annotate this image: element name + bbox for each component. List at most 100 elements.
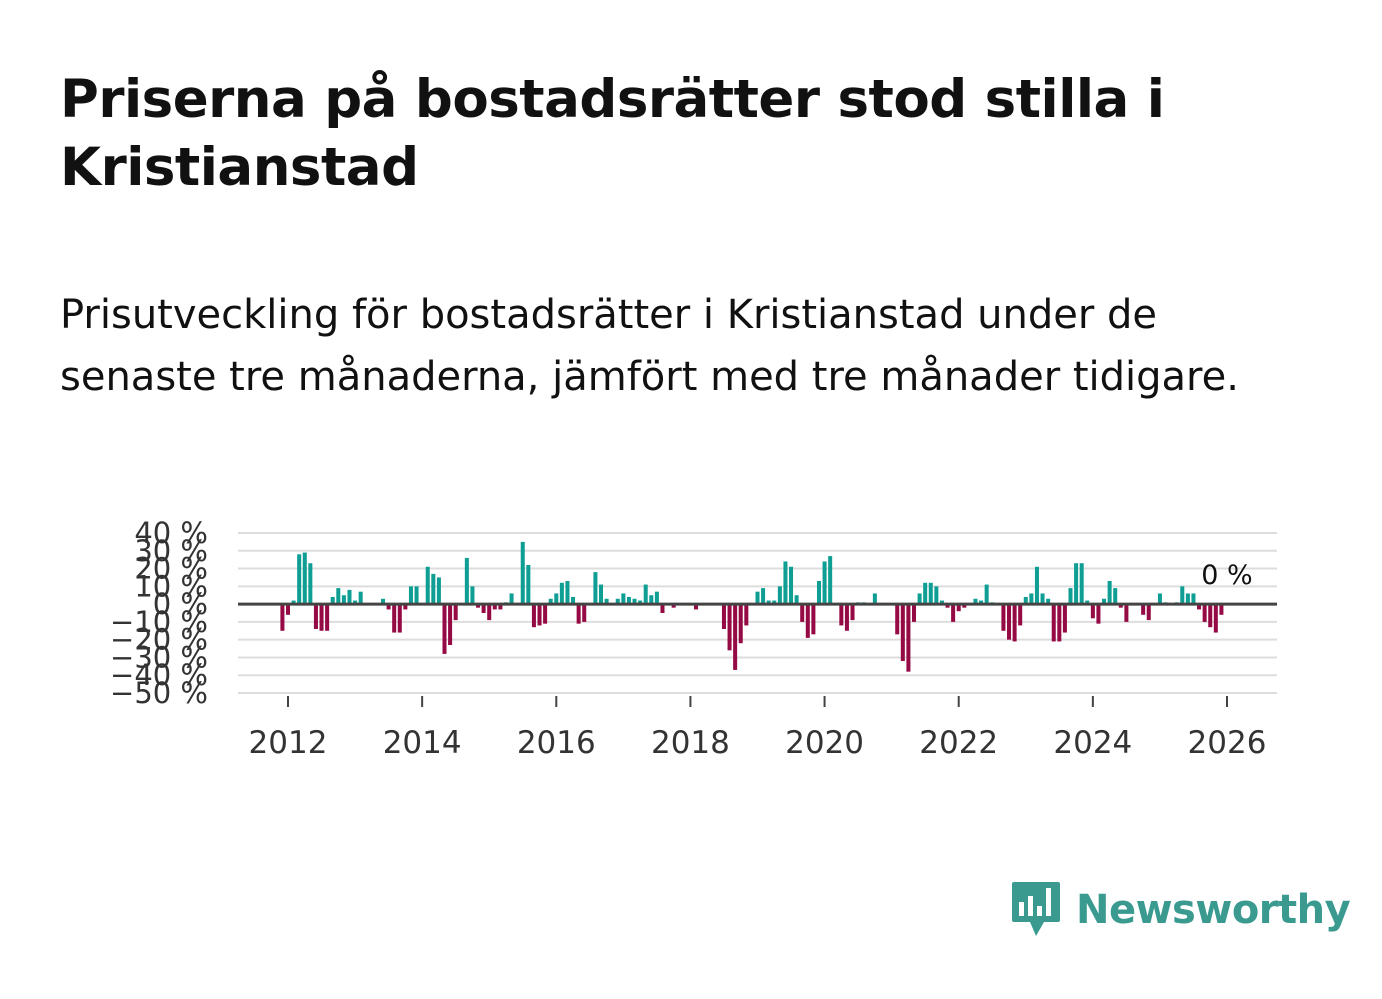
- bar: [939, 600, 944, 605]
- bar: [598, 584, 604, 605]
- bar: [414, 586, 419, 605]
- bar: [1146, 604, 1151, 621]
- bars: [280, 541, 1224, 672]
- newsworthy-logo-icon: [1012, 882, 1060, 936]
- bar: [520, 541, 525, 605]
- x-tick-label: 2018: [651, 725, 730, 761]
- bar: [766, 600, 771, 605]
- bar: [956, 604, 961, 612]
- bar: [979, 600, 984, 605]
- bar: [783, 561, 788, 605]
- bar: [554, 593, 559, 605]
- bar: [325, 604, 330, 631]
- bar: [386, 604, 391, 610]
- bar: [285, 604, 291, 615]
- y-tick-label: 0 %: [153, 587, 208, 621]
- bar: [436, 577, 441, 605]
- bar: [492, 604, 497, 610]
- bar: [638, 600, 643, 605]
- bar: [911, 604, 917, 622]
- bar: [615, 598, 620, 605]
- bar: [1074, 563, 1079, 605]
- y-tick-label: 20 %: [134, 552, 208, 586]
- bar: [822, 561, 827, 605]
- y-tick-label: −50 %: [110, 676, 208, 710]
- bar: [1107, 581, 1112, 605]
- bar: [604, 598, 609, 605]
- y-tick-label: −30 %: [110, 640, 208, 674]
- bar: [850, 604, 855, 621]
- bar: [1001, 604, 1006, 631]
- bar: [973, 598, 978, 605]
- chart-title: Priserna på bostadsrätter stod stilla i …: [60, 69, 1165, 198]
- bar: [800, 604, 805, 622]
- bar: [408, 586, 413, 605]
- x-tick-label: 2012: [249, 725, 328, 761]
- bar: [470, 586, 475, 605]
- y-tick-label: −40 %: [110, 658, 208, 692]
- y-tick-label: 30 %: [134, 534, 208, 568]
- x-tick-label: 2022: [919, 725, 998, 761]
- bar: [392, 604, 397, 633]
- bar: [934, 586, 939, 605]
- bar: [280, 604, 285, 631]
- bar: [895, 604, 900, 635]
- bar: [1034, 566, 1039, 605]
- bar: [984, 584, 989, 605]
- bar: [1051, 604, 1056, 642]
- bar: [571, 597, 576, 605]
- bar: [531, 604, 536, 628]
- bar: [302, 552, 307, 605]
- bar: [738, 604, 743, 644]
- chart-subtitle: Prisutveckling för bostadsrätter i Krist…: [60, 292, 1239, 400]
- bar: [453, 604, 458, 621]
- bar: [330, 597, 335, 605]
- bar: [481, 604, 486, 613]
- bar: [576, 604, 581, 624]
- bar: [1090, 604, 1095, 619]
- bar: [397, 604, 402, 633]
- x-axis-ticks: 2012 2014 2016 2018 2020 2022 2024 2026: [249, 696, 1267, 761]
- x-tick-label: 2014: [383, 725, 462, 761]
- bar: [828, 556, 833, 605]
- bar: [347, 589, 352, 605]
- newsworthy-logo: Newsworthy: [1010, 878, 1351, 942]
- bar: [721, 604, 726, 629]
- x-tick-label: 2024: [1053, 725, 1132, 761]
- x-tick-label: 2016: [517, 725, 596, 761]
- brand-name: Newsworthy: [1076, 887, 1351, 933]
- bar: [1124, 604, 1129, 622]
- bar: [962, 604, 967, 608]
- bar: [498, 604, 503, 610]
- bar: [694, 604, 699, 610]
- bar: [1023, 597, 1028, 605]
- bar: [1018, 604, 1023, 626]
- bar: [543, 604, 548, 624]
- bar: [951, 604, 956, 622]
- bar: [1118, 604, 1123, 608]
- bar: [1157, 593, 1162, 605]
- bar: [565, 581, 570, 605]
- bar: [1007, 604, 1012, 640]
- bar: [582, 604, 587, 622]
- bar: [733, 604, 738, 670]
- bar: [291, 600, 296, 605]
- y-axis-tick-labels: 40 %30 %20 %10 %0 %−10 %−20 %−30 %−40 %−…: [110, 516, 208, 710]
- bar: [476, 604, 481, 608]
- bar: [906, 604, 911, 672]
- bar: [671, 604, 676, 608]
- bar: [660, 604, 665, 613]
- bar: [923, 582, 928, 605]
- bar: [805, 604, 810, 638]
- y-tick-label: −10 %: [110, 605, 208, 639]
- bar: [1079, 563, 1084, 605]
- bar: [336, 588, 341, 605]
- bar: [464, 557, 469, 605]
- x-tick-label: 2026: [1188, 725, 1267, 761]
- bar: [487, 604, 492, 621]
- bar: [811, 604, 816, 635]
- bar: [1185, 593, 1190, 605]
- bar: [448, 604, 453, 645]
- bar: [1197, 604, 1202, 610]
- bar: [1180, 586, 1185, 605]
